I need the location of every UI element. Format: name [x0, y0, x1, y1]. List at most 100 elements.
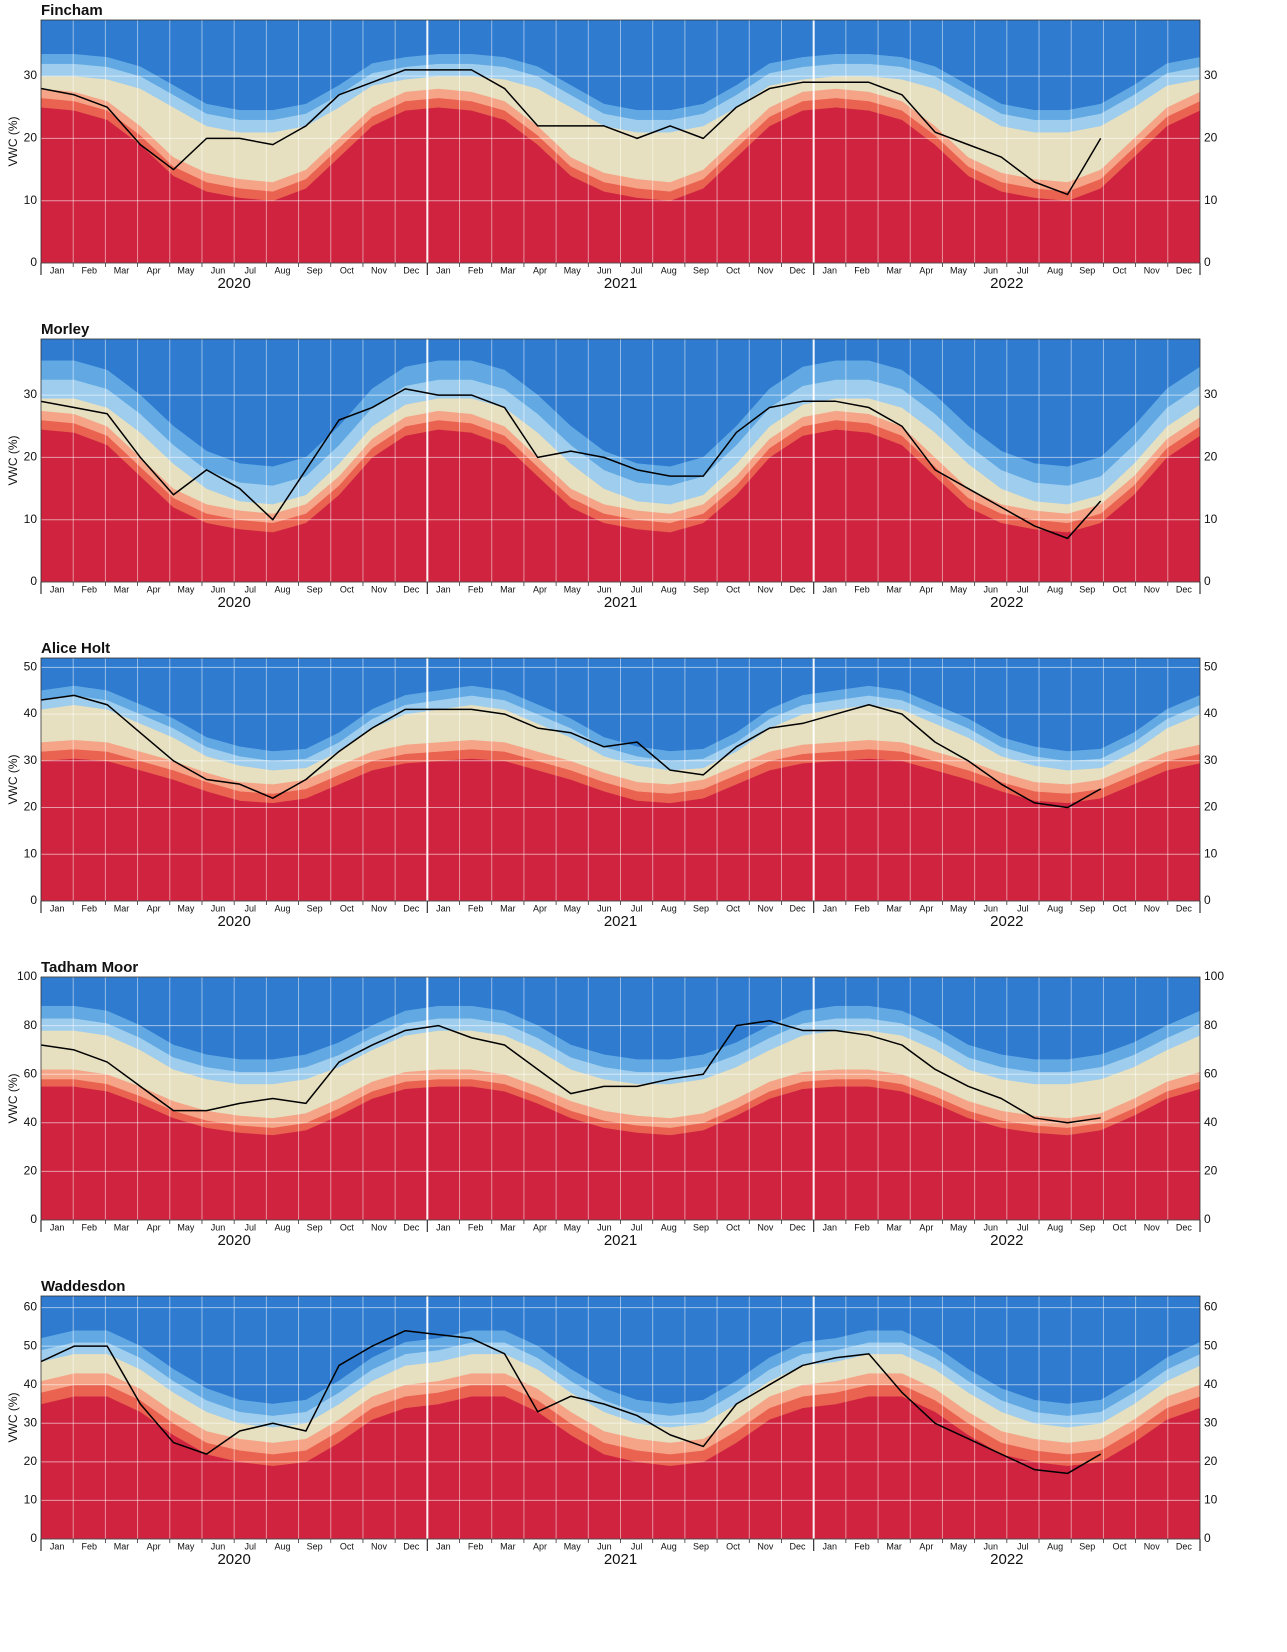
month-label: Jun: [211, 1222, 226, 1232]
y-tick-label: 20: [24, 800, 38, 814]
y-tick-label-right: 50: [1204, 1338, 1218, 1352]
month-label: Oct: [726, 584, 741, 594]
month-label: Feb: [468, 265, 484, 275]
y-tick-label-right: 100: [1204, 969, 1224, 983]
month-label: Mar: [500, 1222, 516, 1232]
month-label: Jun: [983, 584, 998, 594]
month-label: Apr: [147, 1222, 161, 1232]
year-label: 2022: [990, 1551, 1023, 1568]
month-label: May: [950, 265, 968, 275]
chart-title: Waddesdon: [41, 1278, 125, 1295]
month-label: Feb: [854, 903, 870, 913]
month-label: Apr: [919, 265, 933, 275]
month-label: Dec: [403, 903, 420, 913]
month-label: Apr: [147, 265, 161, 275]
month-label: Mar: [500, 903, 516, 913]
y-tick-label-right: 20: [1204, 1164, 1218, 1178]
month-label: Nov: [371, 1541, 388, 1551]
month-label: Oct: [726, 265, 741, 275]
year-label: 2020: [217, 1232, 250, 1249]
month-label: Oct: [340, 1541, 355, 1551]
month-label: Jan: [436, 1222, 451, 1232]
plot-area: [41, 1296, 1200, 1539]
y-tick-label-right: 60: [1204, 1300, 1218, 1314]
y-tick-label-right: 10: [1204, 193, 1218, 207]
month-label: Nov: [757, 903, 774, 913]
month-label: Oct: [1113, 584, 1128, 594]
month-label: Sep: [1079, 903, 1095, 913]
month-label: May: [564, 584, 582, 594]
month-label: Sep: [1079, 265, 1095, 275]
month-label: Oct: [340, 903, 355, 913]
y-tick-label: 10: [24, 846, 38, 860]
month-label: Dec: [1176, 903, 1193, 913]
vwc-line: [41, 69, 1102, 196]
y-tick-label: 0: [30, 893, 37, 907]
month-label: Mar: [114, 584, 130, 594]
month-label: Aug: [274, 1541, 290, 1551]
year-label: 2021: [604, 275, 637, 292]
month-label: Jan: [823, 1541, 838, 1551]
month-label: Sep: [307, 903, 323, 913]
y-tick-label: 100: [17, 969, 37, 983]
month-label: Oct: [1113, 265, 1128, 275]
month-label: Jul: [631, 1541, 643, 1551]
y-tick-label: 30: [24, 387, 38, 401]
month-label: Dec: [790, 265, 807, 275]
month-label: May: [564, 1541, 582, 1551]
y-axis-label: VWC (%): [6, 1074, 20, 1124]
month-label: Jan: [436, 903, 451, 913]
month-label: Mar: [500, 1541, 516, 1551]
plot-area: [41, 339, 1200, 582]
chart-title: Alice Holt: [41, 640, 110, 657]
plot-area: [41, 658, 1200, 901]
month-label: Apr: [147, 584, 161, 594]
y-tick-label: 0: [30, 1531, 37, 1545]
month-label: Mar: [886, 265, 902, 275]
month-label: May: [564, 903, 582, 913]
y-tick-label-right: 0: [1204, 574, 1211, 588]
month-label: Jan: [436, 1541, 451, 1551]
month-label: May: [177, 1541, 195, 1551]
month-label: Sep: [693, 1541, 709, 1551]
month-label: May: [177, 1222, 195, 1232]
month-label: Sep: [693, 265, 709, 275]
month-label: Oct: [726, 1541, 741, 1551]
month-label: Jul: [1017, 265, 1029, 275]
month-label: Apr: [533, 1541, 547, 1551]
month-label: Aug: [274, 903, 290, 913]
y-tick-label: 20: [24, 1164, 38, 1178]
y-tick-label-right: 20: [1204, 1454, 1218, 1468]
y-axis-label: VWC (%): [6, 1393, 20, 1443]
month-label: Apr: [919, 1222, 933, 1232]
y-tick-label-right: 10: [1204, 512, 1218, 526]
month-label: Mar: [500, 584, 516, 594]
y-tick-label: 40: [24, 1115, 38, 1129]
month-label: Mar: [886, 1222, 902, 1232]
month-label: Jul: [245, 265, 257, 275]
month-label: Jul: [631, 265, 643, 275]
month-label: Feb: [468, 903, 484, 913]
y-tick-label-right: 0: [1204, 255, 1211, 269]
month-label: Apr: [147, 903, 161, 913]
month-label: Dec: [1176, 265, 1193, 275]
month-label: Aug: [661, 584, 677, 594]
month-label: Sep: [1079, 1222, 1095, 1232]
y-tick-label: 20: [24, 1454, 38, 1468]
month-label: Dec: [790, 903, 807, 913]
month-label: Aug: [1047, 1541, 1063, 1551]
month-label: Jan: [50, 903, 65, 913]
month-label: Oct: [1113, 1541, 1128, 1551]
month-label: Jul: [245, 1222, 257, 1232]
y-tick-label-right: 30: [1204, 753, 1218, 767]
y-axis-label: VWC (%): [6, 436, 20, 486]
y-tick-label-right: 10: [1204, 846, 1218, 860]
month-label: Feb: [468, 1222, 484, 1232]
month-label: Jun: [983, 903, 998, 913]
month-label: Aug: [661, 903, 677, 913]
month-label: Jul: [1017, 903, 1029, 913]
year-label: 2020: [217, 1551, 250, 1568]
y-tick-label-right: 0: [1204, 1531, 1211, 1545]
y-tick-label: 30: [24, 1415, 38, 1429]
